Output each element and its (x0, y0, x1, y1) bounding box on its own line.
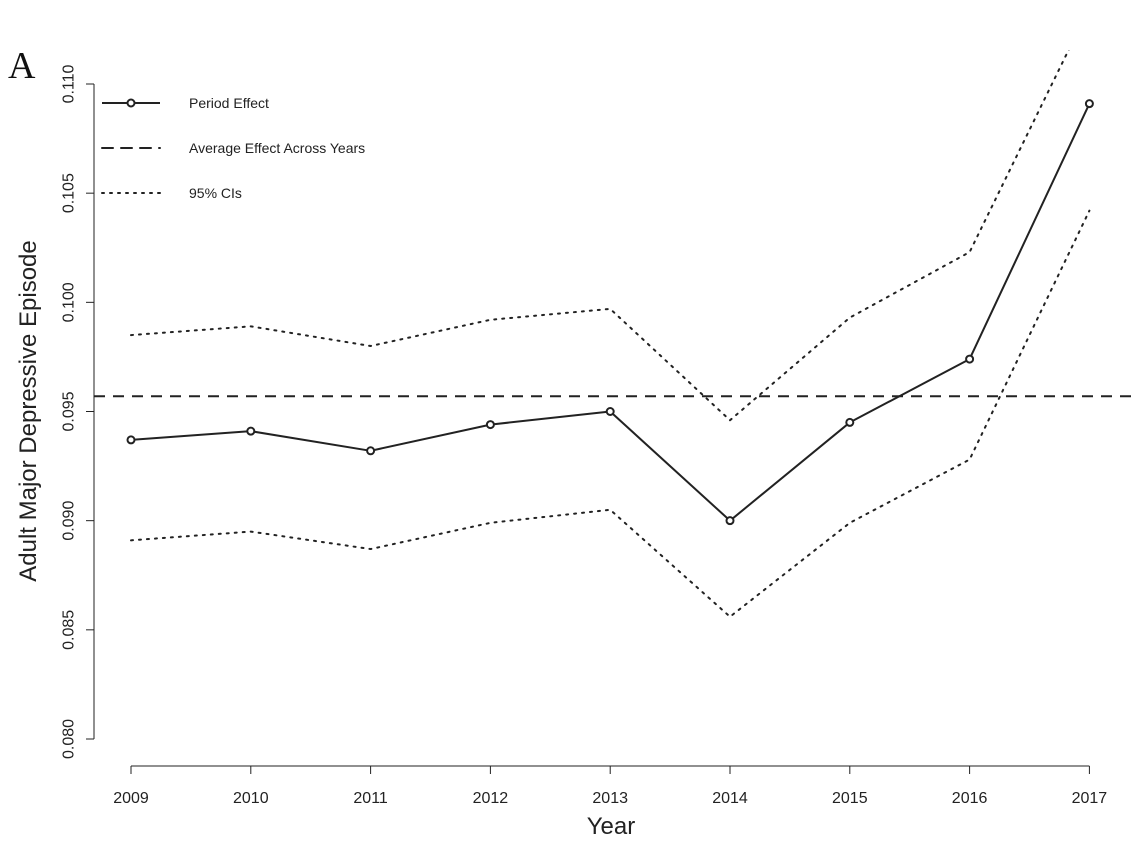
x-tick-label: 2013 (592, 790, 628, 807)
legend: Period Effect Average Effect Across Years… (101, 95, 365, 201)
ci-line (130, 209, 1091, 618)
series-layer (94, 50, 1134, 618)
x-tick-label: 2016 (952, 790, 988, 807)
data-point (366, 446, 376, 456)
x-tick-label: 2015 (832, 790, 868, 807)
legend-label: 95% CIs (189, 185, 242, 201)
ci-line (130, 50, 1070, 422)
data-point (965, 354, 975, 364)
data-point (725, 516, 735, 526)
y-axis-title: Adult Major Depressive Episode (15, 240, 42, 582)
y-tick-label: 0.090 (61, 501, 78, 541)
series-ci-lower (130, 209, 1091, 618)
y-tick-label: 0.110 (61, 64, 78, 103)
data-point (605, 407, 615, 416)
y-tick-label: 0.095 (61, 391, 78, 431)
x-tick-label: 2009 (113, 790, 149, 807)
data-point (246, 426, 256, 436)
legend-label: Average Effect Across Years (189, 140, 365, 156)
y-tick-label: 0.105 (61, 173, 78, 213)
data-point (845, 417, 855, 427)
series-95-cis (130, 50, 1070, 422)
data-point (1084, 99, 1094, 109)
data-point (485, 420, 495, 430)
x-tick-label: 2017 (1072, 790, 1108, 807)
y-tick-label: 0.080 (61, 719, 78, 759)
period-effect-line (130, 103, 1091, 522)
x-tick-label: 2012 (473, 790, 509, 807)
data-point (126, 435, 136, 445)
axes: 0.080 0.085 0.090 0.095 0.100 0.105 0.110 2009 2… (61, 64, 1108, 807)
x-axis-title: Year (587, 813, 636, 840)
y-tick-label: 0.100 (61, 282, 78, 322)
panel-label: A (8, 45, 36, 87)
y-tick-label: 0.085 (61, 610, 78, 650)
x-tick-label: 2010 (233, 790, 269, 807)
legend-label: Period Effect (189, 95, 269, 111)
x-tick-label: 2011 (353, 790, 388, 807)
series-period-effect (126, 99, 1094, 526)
x-tick-label: 2014 (712, 790, 748, 807)
legend-marker (126, 98, 136, 108)
